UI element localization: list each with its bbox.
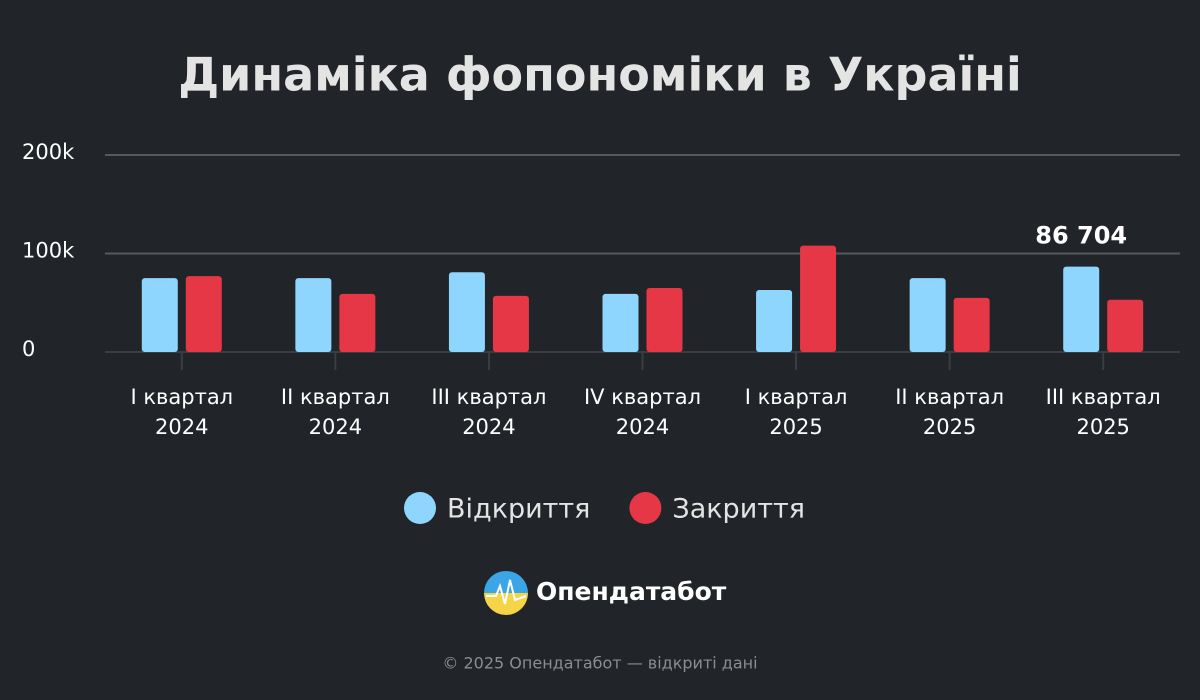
x-tick-label: IV квартал 2024 xyxy=(583,385,702,439)
bar xyxy=(800,245,837,352)
bar xyxy=(1063,266,1100,352)
legend-marker xyxy=(404,492,436,524)
y-tick-label: 200k xyxy=(22,140,75,164)
data-label: 86 704 xyxy=(1035,222,1127,250)
brand-logo xyxy=(484,571,528,615)
bar xyxy=(909,278,946,352)
legend-marker xyxy=(629,492,662,524)
bar xyxy=(339,293,376,352)
x-tick-label: II квартал 2024 xyxy=(280,385,390,439)
chart-title: Динаміка фопономіки в Україні xyxy=(178,48,1022,102)
legend-label: Відкриття xyxy=(447,494,590,525)
bar xyxy=(953,297,990,352)
bar xyxy=(141,278,178,352)
x-tick-label: I квартал 2025 xyxy=(744,385,848,439)
bar xyxy=(1107,299,1144,352)
footer: © 2025 Опендатабот — відкриті дані xyxy=(442,654,757,673)
bar xyxy=(602,293,639,352)
x-tick-label: III квартал 2024 xyxy=(431,385,547,439)
brand-logo-line xyxy=(486,579,527,605)
bar xyxy=(646,287,683,352)
bar xyxy=(756,289,793,352)
y-tick-label: 100k xyxy=(22,239,75,263)
brand-name: Опендатабот xyxy=(536,577,727,606)
x-tick-label: III квартал 2025 xyxy=(1045,385,1161,439)
x-tick-label: II квартал 2025 xyxy=(895,385,1005,439)
x-tick-label: I квартал 2024 xyxy=(130,385,234,439)
bar xyxy=(295,278,332,352)
bar xyxy=(448,272,485,352)
legend-label: Закриття xyxy=(672,494,805,525)
bar xyxy=(185,276,222,352)
y-tick-label: 0 xyxy=(22,337,35,361)
bar xyxy=(492,295,529,352)
